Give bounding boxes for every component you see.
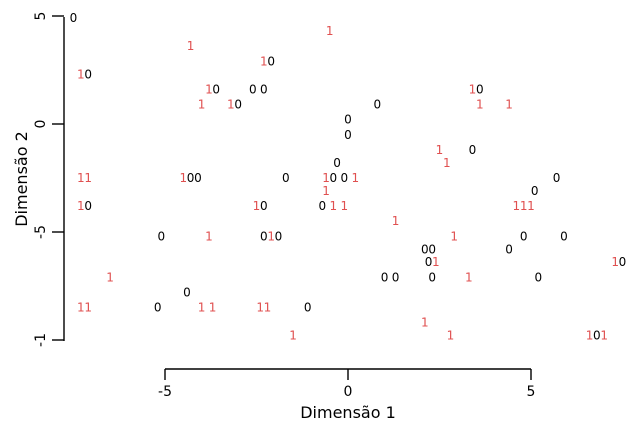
data-point-0: 0 bbox=[234, 98, 242, 112]
data-point-1: 1 bbox=[198, 98, 206, 112]
data-point-0: 0 bbox=[333, 156, 341, 170]
data-point-0: 0 bbox=[476, 82, 484, 96]
data-point-0: 0 bbox=[183, 285, 191, 299]
data-point-0: 0 bbox=[194, 171, 202, 185]
data-point-0: 0 bbox=[373, 98, 381, 112]
data-point-1: 1 bbox=[198, 301, 206, 315]
data-point-1: 1 bbox=[341, 199, 349, 213]
data-point-0: 0 bbox=[154, 301, 162, 315]
y-tick-label: 0 bbox=[33, 120, 49, 129]
data-point-1: 1 bbox=[520, 199, 528, 213]
data-point-0: 0 bbox=[260, 229, 268, 243]
data-point-0: 0 bbox=[304, 301, 312, 315]
data-point-1: 1 bbox=[205, 229, 213, 243]
data-point-0: 0 bbox=[212, 82, 220, 96]
data-point-0: 0 bbox=[619, 255, 627, 269]
data-point-0: 0 bbox=[505, 242, 513, 256]
data-point-0: 0 bbox=[319, 199, 327, 213]
data-point-0: 0 bbox=[553, 171, 561, 185]
data-point-0: 0 bbox=[593, 329, 601, 343]
data-point-0: 0 bbox=[282, 171, 290, 185]
data-point-1: 1 bbox=[179, 171, 187, 185]
data-point-1: 1 bbox=[513, 199, 521, 213]
data-point-1: 1 bbox=[392, 214, 400, 228]
y-tick-label: 5 bbox=[33, 12, 49, 21]
data-point-1: 1 bbox=[611, 255, 619, 269]
data-point-1: 1 bbox=[586, 329, 594, 343]
data-point-1: 1 bbox=[264, 301, 272, 315]
data-point-0: 0 bbox=[260, 199, 268, 213]
data-point-0: 0 bbox=[330, 171, 338, 185]
data-point-1: 1 bbox=[432, 255, 440, 269]
data-point-0: 0 bbox=[84, 67, 92, 81]
data-point-0: 0 bbox=[381, 270, 389, 284]
data-point-1: 1 bbox=[256, 301, 264, 315]
data-point-1: 1 bbox=[476, 98, 484, 112]
y-tick-label: -5 bbox=[33, 225, 49, 239]
data-point-1: 1 bbox=[187, 39, 195, 53]
data-point-1: 1 bbox=[84, 301, 92, 315]
data-point-1: 1 bbox=[330, 199, 338, 213]
data-point-0: 0 bbox=[534, 270, 542, 284]
data-point-1: 1 bbox=[260, 54, 268, 68]
data-point-0: 0 bbox=[275, 229, 283, 243]
data-point-1: 1 bbox=[436, 143, 444, 157]
data-point-1: 1 bbox=[77, 67, 85, 81]
data-point-1: 1 bbox=[209, 301, 217, 315]
data-point-0: 0 bbox=[158, 229, 166, 243]
data-point-0: 0 bbox=[469, 143, 477, 157]
data-point-0: 0 bbox=[267, 54, 275, 68]
data-point-1: 1 bbox=[351, 171, 359, 185]
y-axis: 5 0 -5 -1 bbox=[33, 12, 65, 347]
data-point-0: 0 bbox=[249, 82, 257, 96]
data-point-1: 1 bbox=[527, 199, 535, 213]
data-point-1: 1 bbox=[505, 98, 513, 112]
data-point-1: 1 bbox=[77, 199, 85, 213]
data-point-1: 1 bbox=[447, 329, 455, 343]
data-point-1: 1 bbox=[469, 82, 477, 96]
data-point-0: 0 bbox=[421, 242, 429, 256]
data-point-1: 1 bbox=[227, 98, 235, 112]
data-point-1: 1 bbox=[326, 24, 334, 38]
data-point-1: 1 bbox=[106, 270, 114, 284]
data-point-0: 0 bbox=[520, 229, 528, 243]
data-point-0: 0 bbox=[531, 184, 539, 198]
data-point-1: 1 bbox=[77, 301, 85, 315]
x-tick-label: -5 bbox=[158, 384, 172, 400]
data-point-0: 0 bbox=[341, 171, 349, 185]
data-point-0: 0 bbox=[70, 11, 78, 25]
data-point-1: 1 bbox=[322, 171, 330, 185]
data-point-1: 1 bbox=[267, 229, 275, 243]
data-point-0: 0 bbox=[84, 199, 92, 213]
data-point-1: 1 bbox=[450, 229, 458, 243]
x-tick-label: 5 bbox=[527, 384, 536, 400]
data-point-0: 0 bbox=[187, 171, 195, 185]
data-point-1: 1 bbox=[322, 184, 330, 198]
x-tick-label: 0 bbox=[344, 384, 353, 400]
x-axis: -5 0 5 bbox=[158, 368, 536, 400]
data-point-0: 0 bbox=[260, 82, 268, 96]
data-point-1: 1 bbox=[600, 329, 608, 343]
data-point-0: 0 bbox=[344, 113, 352, 127]
y-axis-title: Dimensão 2 bbox=[12, 131, 31, 227]
data-point-0: 0 bbox=[560, 229, 568, 243]
data-point-1: 1 bbox=[205, 82, 213, 96]
data-point-0: 0 bbox=[428, 242, 436, 256]
data-point-0: 0 bbox=[428, 270, 436, 284]
data-point-1: 1 bbox=[84, 171, 92, 185]
x-axis-title: Dimensão 1 bbox=[300, 403, 396, 422]
data-point-1: 1 bbox=[421, 316, 429, 330]
data-point-1: 1 bbox=[465, 270, 473, 284]
data-point-1: 1 bbox=[77, 171, 85, 185]
data-point-0: 0 bbox=[344, 128, 352, 142]
data-point-0: 0 bbox=[392, 270, 400, 284]
data-point-1: 1 bbox=[289, 329, 297, 343]
data-point-1: 1 bbox=[443, 156, 451, 170]
data-point-1: 1 bbox=[253, 199, 261, 213]
y-tick-label: -1 bbox=[33, 333, 49, 347]
data-point-0: 0 bbox=[425, 255, 433, 269]
